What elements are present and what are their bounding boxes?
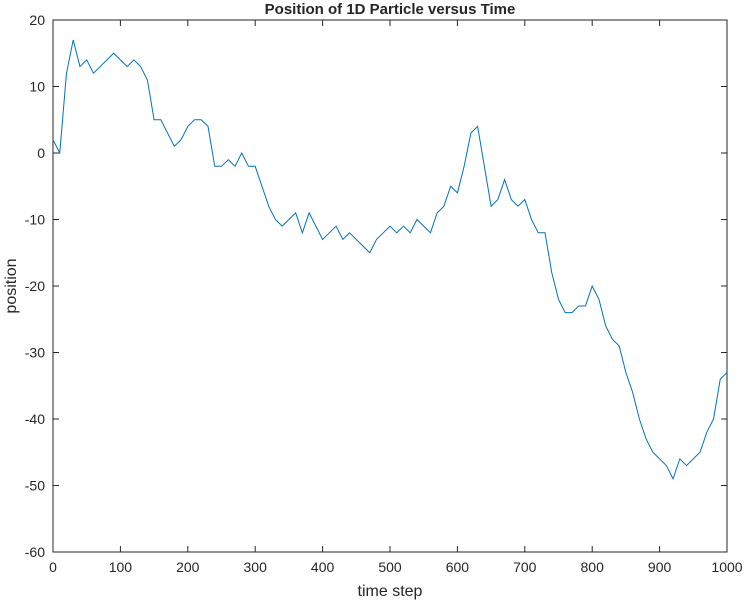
x-tick-label: 400 bbox=[311, 559, 335, 575]
y-tick-label: -10 bbox=[25, 212, 45, 228]
x-tick-label: 600 bbox=[446, 559, 470, 575]
x-tick-label: 700 bbox=[513, 559, 537, 575]
y-tick-label: -50 bbox=[25, 478, 45, 494]
x-tick-label: 500 bbox=[378, 559, 402, 575]
y-axis-label: position bbox=[3, 258, 20, 313]
plot-frame bbox=[52, 19, 728, 553]
y-tick-label: -30 bbox=[25, 345, 45, 361]
y-tick-label: -60 bbox=[25, 544, 45, 560]
y-tick-label: 10 bbox=[29, 79, 45, 95]
x-tick-label: 1000 bbox=[711, 559, 742, 575]
y-tick-label: 20 bbox=[29, 12, 45, 28]
x-tick-label: 800 bbox=[581, 559, 605, 575]
y-tick-label: -40 bbox=[25, 411, 45, 427]
x-tick-label: 200 bbox=[176, 559, 200, 575]
x-tick-label: 300 bbox=[244, 559, 268, 575]
y-tick-label: 0 bbox=[37, 145, 45, 161]
chart-title: Position of 1D Particle versus Time bbox=[265, 1, 516, 18]
x-tick-label: 900 bbox=[648, 559, 672, 575]
x-axis-label: time step bbox=[358, 583, 423, 600]
x-tick-label: 100 bbox=[109, 559, 133, 575]
data-line bbox=[52, 39, 728, 481]
y-tick-label: -20 bbox=[25, 278, 45, 294]
x-tick-label: 0 bbox=[49, 559, 57, 575]
